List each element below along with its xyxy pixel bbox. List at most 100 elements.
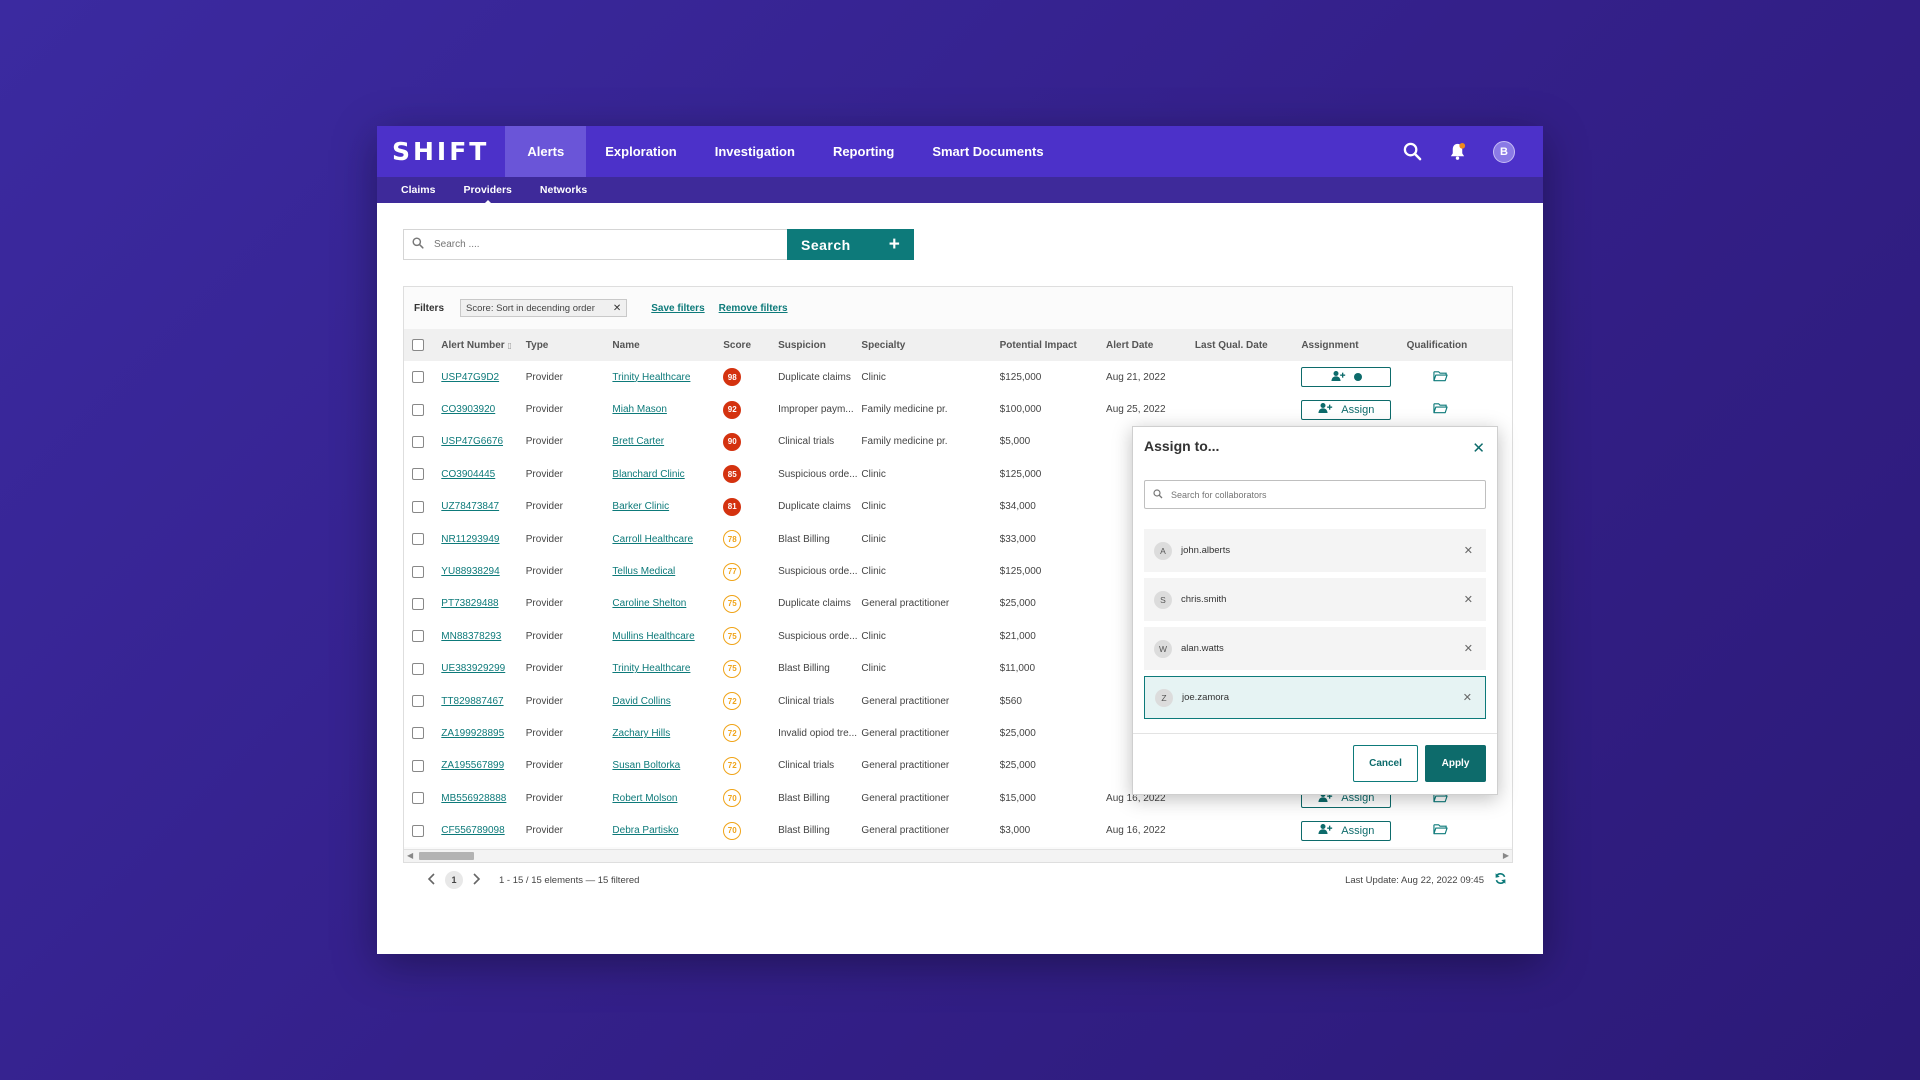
- remove-icon[interactable]: ✕: [1462, 692, 1472, 704]
- provider-name-link[interactable]: Zachary Hills: [612, 727, 671, 739]
- provider-name-link[interactable]: Brett Carter: [612, 436, 665, 448]
- provider-name-link[interactable]: Tellus Medical: [612, 566, 676, 578]
- alert-number-link[interactable]: CO3904445: [441, 468, 496, 480]
- folder-icon[interactable]: [1433, 370, 1448, 382]
- scroll-right-icon[interactable]: ▶: [1502, 851, 1509, 860]
- row-checkbox[interactable]: [412, 662, 424, 675]
- refresh-icon[interactable]: [1494, 872, 1507, 888]
- assign-button[interactable]: [1301, 367, 1392, 388]
- scrollbar-thumb[interactable]: [419, 852, 474, 860]
- collaborator-search-input[interactable]: [1169, 488, 1473, 501]
- alert-number-link[interactable]: CF556789098: [441, 825, 505, 837]
- provider-name-link[interactable]: Trinity Healthcare: [612, 663, 691, 675]
- provider-name-link[interactable]: Carroll Healthcare: [612, 533, 694, 545]
- alert-number-link[interactable]: UZ78473847: [441, 501, 500, 513]
- row-checkbox[interactable]: [412, 435, 424, 448]
- row-checkbox[interactable]: [412, 759, 424, 772]
- col-last-qual-date[interactable]: Last Qual. Date: [1194, 329, 1302, 361]
- row-checkbox[interactable]: [412, 824, 424, 837]
- row-checkbox[interactable]: [412, 792, 424, 805]
- alert-number-link[interactable]: PT73829488: [441, 598, 499, 610]
- search-icon[interactable]: [1403, 142, 1422, 161]
- provider-name-link[interactable]: Blanchard Clinic: [612, 468, 685, 480]
- col-assignment[interactable]: Assignment: [1301, 329, 1407, 361]
- apply-button[interactable]: Apply: [1425, 745, 1486, 782]
- row-checkbox[interactable]: [412, 468, 424, 481]
- row-checkbox[interactable]: [412, 597, 424, 610]
- row-checkbox[interactable]: [412, 727, 424, 740]
- col-suspicion[interactable]: Suspicion: [778, 329, 862, 361]
- user-avatar[interactable]: B: [1493, 140, 1515, 163]
- tab-investigation[interactable]: Investigation: [714, 144, 795, 159]
- folder-icon[interactable]: [1433, 823, 1448, 835]
- alert-number-link[interactable]: ZA195567899: [441, 760, 505, 772]
- provider-name-link[interactable]: Robert Molson: [612, 792, 678, 804]
- save-filters-link[interactable]: Save filters: [651, 302, 705, 314]
- row-checkbox[interactable]: [412, 371, 424, 384]
- col-specialty[interactable]: Specialty: [861, 329, 1000, 361]
- alert-number-link[interactable]: USP47G6676: [441, 436, 504, 448]
- alert-number-link[interactable]: MB556928888: [441, 792, 507, 804]
- close-icon[interactable]: ✕: [612, 302, 622, 314]
- subtab-providers[interactable]: Providers: [463, 184, 512, 205]
- bell-icon[interactable]: [1448, 142, 1467, 161]
- alert-number-link[interactable]: TT829887467: [441, 695, 504, 707]
- close-icon[interactable]: ✕: [1472, 440, 1485, 457]
- alert-number-link[interactable]: CO3903920: [441, 404, 496, 416]
- provider-name-link[interactable]: Susan Boltorka: [612, 760, 681, 772]
- remove-icon[interactable]: ✕: [1463, 545, 1473, 557]
- alert-number-link[interactable]: USP47G9D2: [441, 371, 500, 383]
- cancel-button[interactable]: Cancel: [1353, 745, 1418, 782]
- col-qualification[interactable]: Qualification: [1406, 329, 1512, 361]
- alert-number-link[interactable]: ZA199928895: [441, 727, 505, 739]
- row-checkbox[interactable]: [412, 500, 424, 513]
- assign-button[interactable]: Assign: [1301, 399, 1392, 420]
- select-all-checkbox[interactable]: [412, 339, 424, 351]
- remove-icon[interactable]: ✕: [1463, 643, 1473, 655]
- alert-number-link[interactable]: YU88938294: [441, 566, 500, 578]
- row-checkbox[interactable]: [412, 403, 424, 416]
- row-checkbox[interactable]: [412, 565, 424, 578]
- horizontal-scrollbar[interactable]: ◀ ▶: [404, 849, 1512, 862]
- folder-icon[interactable]: [1433, 402, 1448, 414]
- row-checkbox[interactable]: [412, 695, 424, 708]
- alert-number-link[interactable]: NR11293949: [441, 533, 500, 545]
- scroll-left-icon[interactable]: ◀: [407, 851, 414, 860]
- provider-name-link[interactable]: Debra Partisko: [612, 825, 679, 837]
- col-potential-impact[interactable]: Potential Impact: [999, 329, 1107, 361]
- row-checkbox[interactable]: [412, 533, 424, 546]
- tab-reporting[interactable]: Reporting: [832, 144, 895, 159]
- tab-exploration[interactable]: Exploration: [605, 144, 677, 159]
- row-checkbox[interactable]: [412, 630, 424, 643]
- alert-number-link[interactable]: MN88378293: [441, 630, 502, 642]
- provider-name-link[interactable]: Barker Clinic: [612, 501, 670, 513]
- remove-icon[interactable]: ✕: [1463, 594, 1473, 606]
- search-button[interactable]: Search +: [787, 229, 915, 260]
- col-alert-date[interactable]: Alert Date: [1106, 329, 1195, 361]
- provider-name-link[interactable]: Miah Mason: [612, 404, 667, 416]
- chevron-left-icon[interactable]: [427, 872, 437, 888]
- chevron-right-icon[interactable]: [471, 872, 481, 888]
- subtab-claims[interactable]: Claims: [401, 184, 436, 196]
- search-input[interactable]: [432, 238, 766, 251]
- remove-filters-link[interactable]: Remove filters: [718, 302, 788, 314]
- tab-alerts[interactable]: Alerts: [505, 126, 587, 177]
- tab-smart-documents[interactable]: Smart Documents: [932, 144, 1044, 159]
- provider-name-link[interactable]: Trinity Healthcare: [612, 371, 691, 383]
- col-score[interactable]: Score: [723, 329, 779, 361]
- subtab-networks[interactable]: Networks: [539, 184, 588, 196]
- add-filter-button[interactable]: +: [888, 233, 901, 255]
- page-number[interactable]: 1: [445, 871, 463, 889]
- col-name[interactable]: Name: [612, 329, 724, 361]
- assign-button[interactable]: Assign: [1301, 820, 1392, 841]
- provider-name-link[interactable]: David Collins: [612, 695, 671, 707]
- col-type[interactable]: Type: [525, 329, 613, 361]
- alert-number-link[interactable]: UE383929299: [441, 663, 506, 675]
- col-alert-number[interactable]: Alert Number ▯: [441, 329, 526, 361]
- provider-name-link[interactable]: Caroline Shelton: [612, 598, 687, 610]
- provider-name-link[interactable]: Mullins Healthcare: [612, 630, 695, 642]
